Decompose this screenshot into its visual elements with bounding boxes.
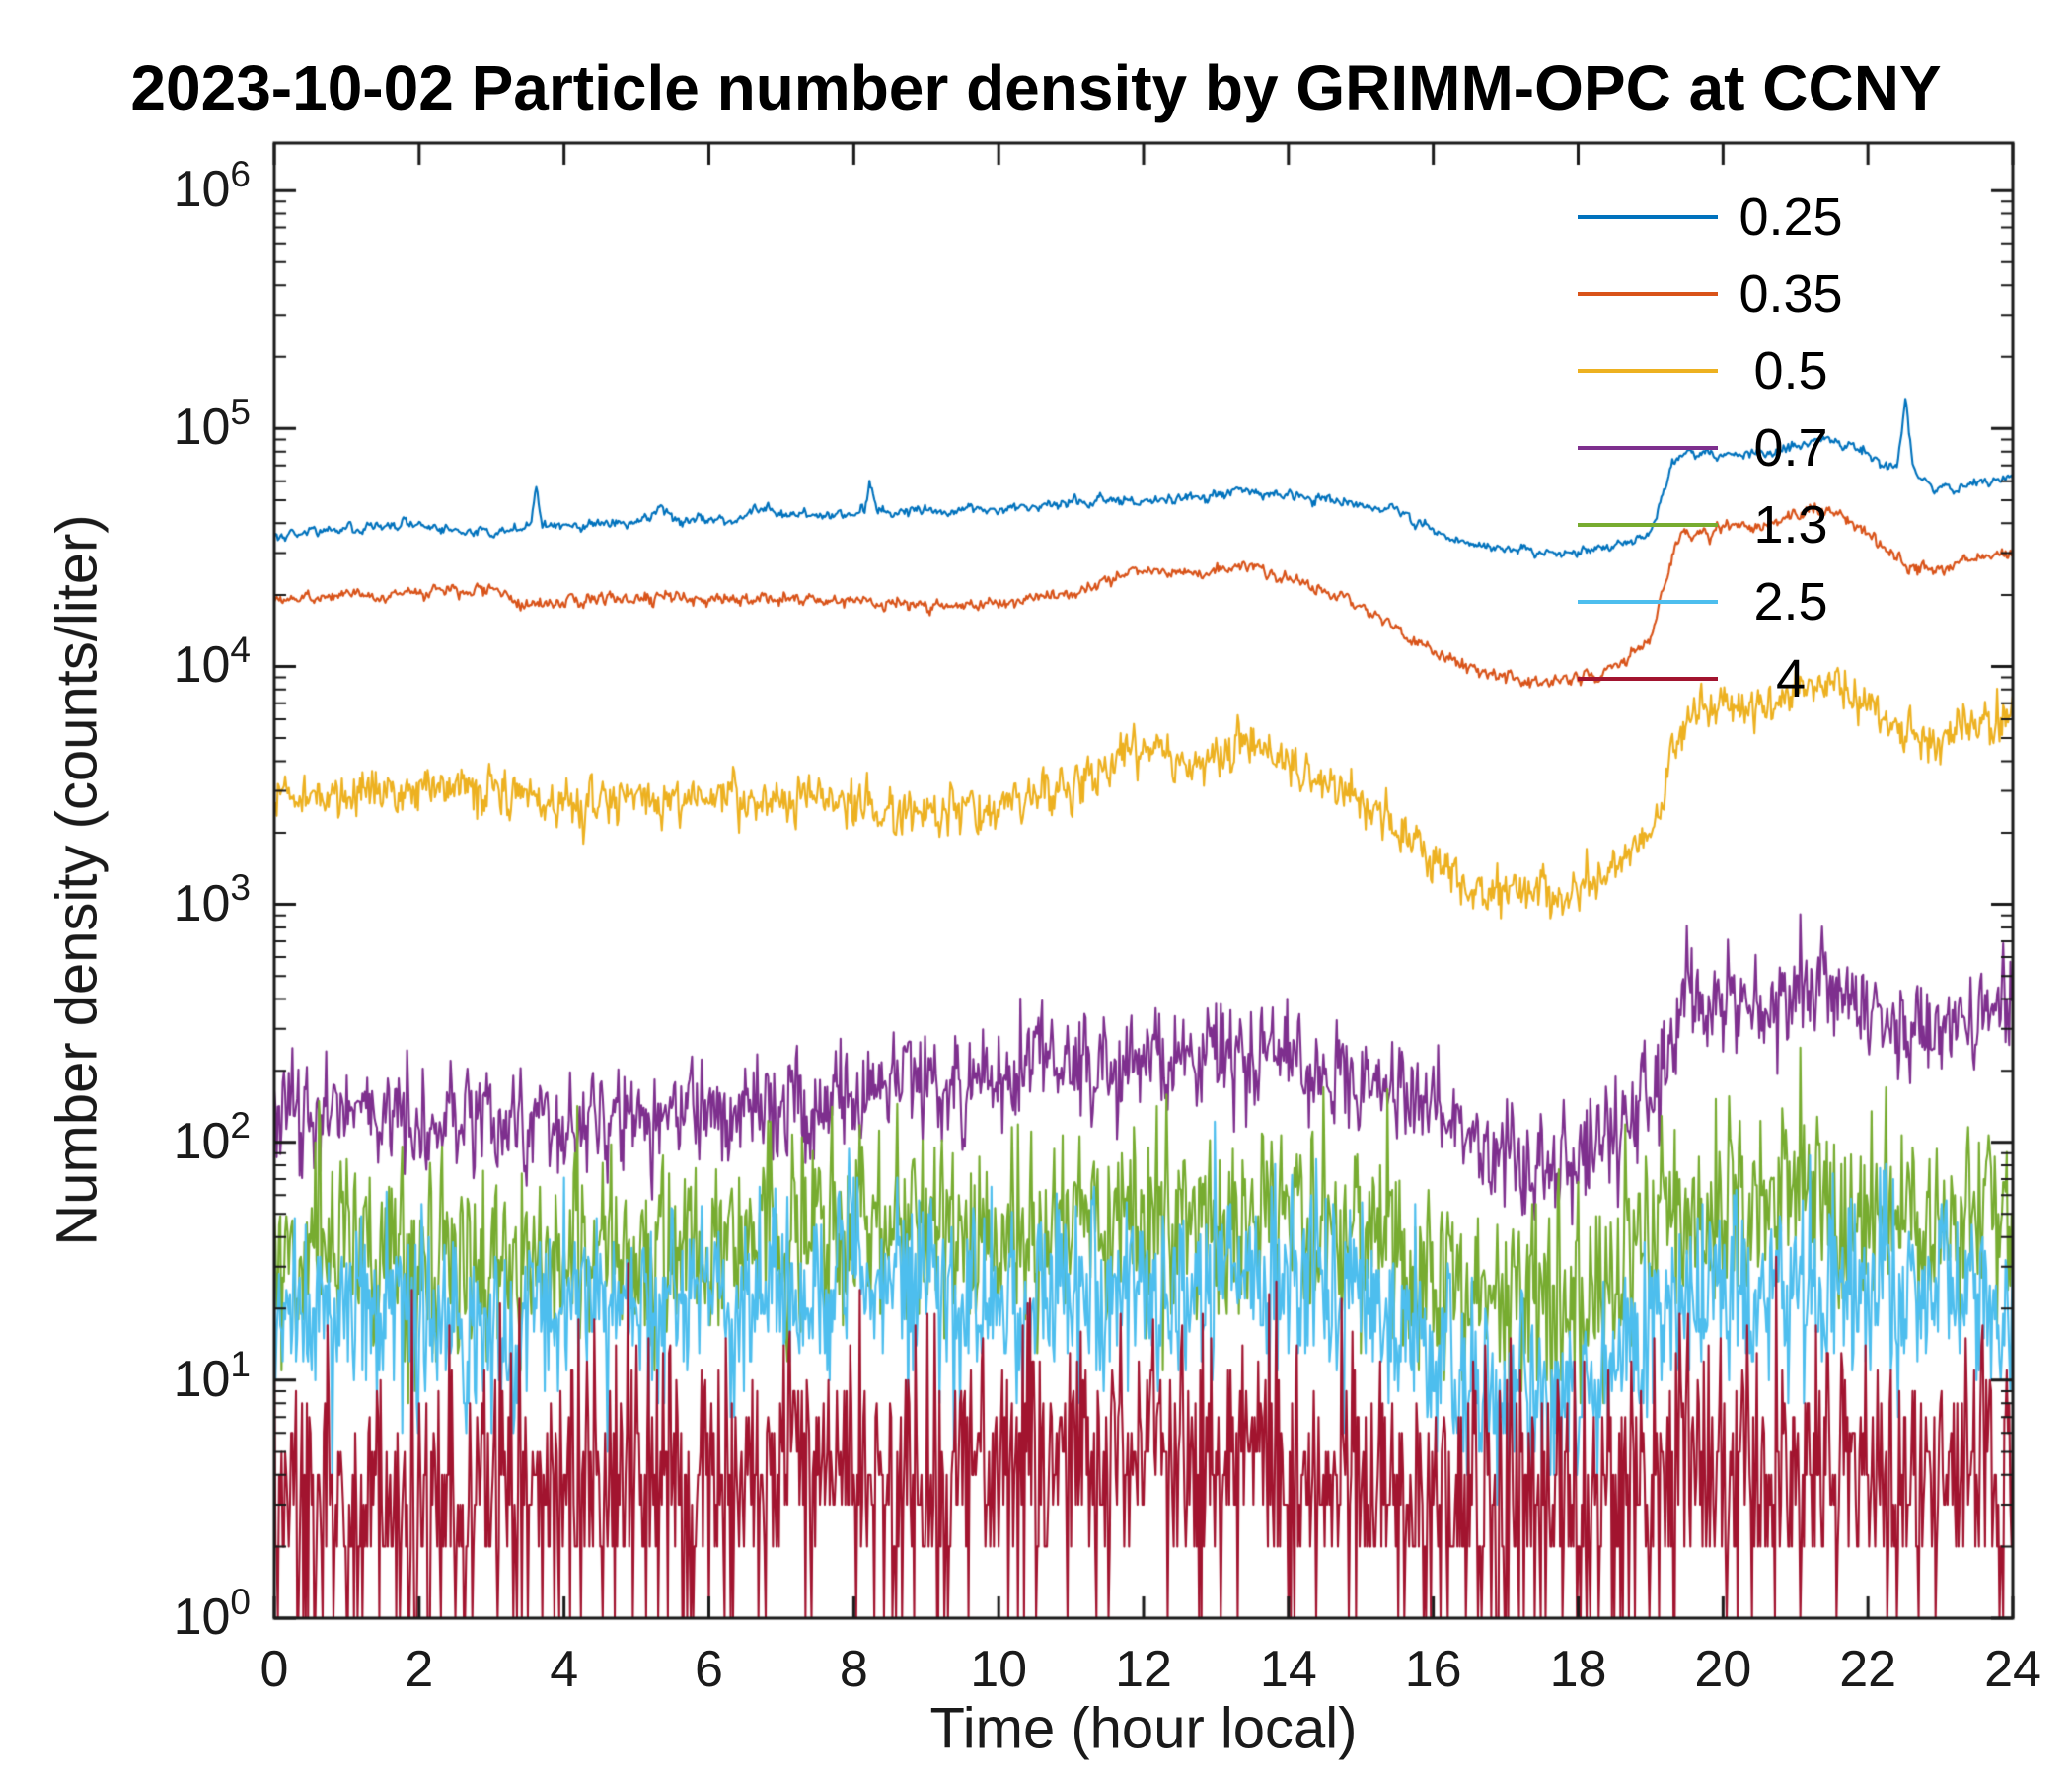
legend-label-0.5: 0.5 bbox=[1753, 341, 1828, 401]
x-tick-label: 6 bbox=[695, 1641, 723, 1698]
x-tick-label: 0 bbox=[259, 1641, 289, 1698]
x-tick-label: 2 bbox=[405, 1641, 434, 1698]
y-axis-label: Number density (counts/liter) bbox=[44, 514, 110, 1246]
legend-line-4 bbox=[1578, 677, 1718, 681]
legend-label-0.25: 0.25 bbox=[1739, 187, 1843, 247]
y-tick-label: 104 bbox=[173, 629, 251, 695]
legend-line-0.7 bbox=[1578, 446, 1718, 450]
x-tick-label: 4 bbox=[550, 1641, 579, 1698]
x-tick-label: 20 bbox=[1694, 1641, 1752, 1698]
y-tick-label: 102 bbox=[173, 1105, 251, 1170]
x-tick-label: 16 bbox=[1404, 1641, 1462, 1698]
legend-label-0.7: 0.7 bbox=[1753, 418, 1828, 478]
legend-line-0.25 bbox=[1578, 215, 1718, 219]
x-tick-label: 22 bbox=[1839, 1641, 1897, 1698]
x-tick-label: 24 bbox=[1984, 1641, 2041, 1698]
y-tick-label: 101 bbox=[173, 1343, 251, 1408]
y-tick-label: 100 bbox=[173, 1581, 251, 1646]
legend-label-4: 4 bbox=[1775, 649, 1807, 708]
chart-title: 2023-10-02 Particle number density by GR… bbox=[130, 52, 1942, 123]
x-axis-label: Time (hour local) bbox=[929, 1696, 1358, 1761]
x-tick-label: 10 bbox=[970, 1641, 1028, 1698]
legend-label-2.5: 2.5 bbox=[1753, 572, 1828, 631]
y-tick-label: 105 bbox=[173, 391, 251, 457]
legend-line-0.5 bbox=[1578, 369, 1718, 373]
x-tick-label: 14 bbox=[1259, 1641, 1317, 1698]
y-tick-label: 103 bbox=[173, 867, 251, 932]
legend-line-2.5 bbox=[1578, 600, 1718, 604]
x-tick-label: 18 bbox=[1549, 1641, 1607, 1698]
legend-label-0.35: 0.35 bbox=[1739, 264, 1843, 324]
legend-line-1.3 bbox=[1578, 523, 1718, 527]
legend-label-1.3: 1.3 bbox=[1753, 495, 1828, 555]
y-tick-label: 106 bbox=[173, 153, 251, 219]
x-tick-label: 8 bbox=[839, 1641, 868, 1698]
x-tick-label: 12 bbox=[1115, 1641, 1172, 1698]
legend-line-0.35 bbox=[1578, 292, 1718, 296]
